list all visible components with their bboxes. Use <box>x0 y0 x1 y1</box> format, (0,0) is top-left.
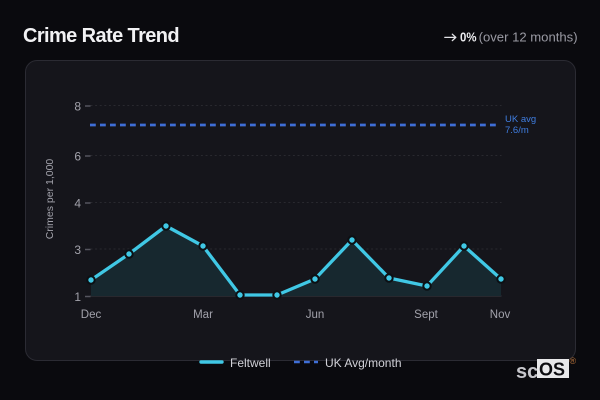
svg-text:Sept: Sept <box>414 309 438 321</box>
svg-text:®: ® <box>570 356 577 366</box>
svg-text:UK Avg/month: UK Avg/month <box>325 356 402 370</box>
svg-text:Feltwell: Feltwell <box>230 356 271 370</box>
svg-text:UK avg: UK avg <box>505 114 536 125</box>
svg-text:4: 4 <box>74 197 81 211</box>
svg-text:Mar: Mar <box>193 309 213 321</box>
svg-text:(over 12 months): (over 12 months) <box>479 30 578 45</box>
svg-text:Nov: Nov <box>490 309 511 321</box>
svg-text:8: 8 <box>74 100 81 114</box>
svg-text:1: 1 <box>74 290 81 304</box>
svg-text:sc: sc <box>516 361 538 383</box>
svg-text:6: 6 <box>74 150 81 164</box>
svg-text:OS: OS <box>539 360 565 380</box>
svg-text:3: 3 <box>74 243 81 257</box>
svg-text:Jun: Jun <box>306 309 325 321</box>
svg-text:7.6/m: 7.6/m <box>505 125 529 136</box>
svg-text:Crimes per 1,000: Crimes per 1,000 <box>44 159 56 240</box>
svg-text:0%: 0% <box>460 30 477 45</box>
svg-text:Dec: Dec <box>81 309 102 321</box>
